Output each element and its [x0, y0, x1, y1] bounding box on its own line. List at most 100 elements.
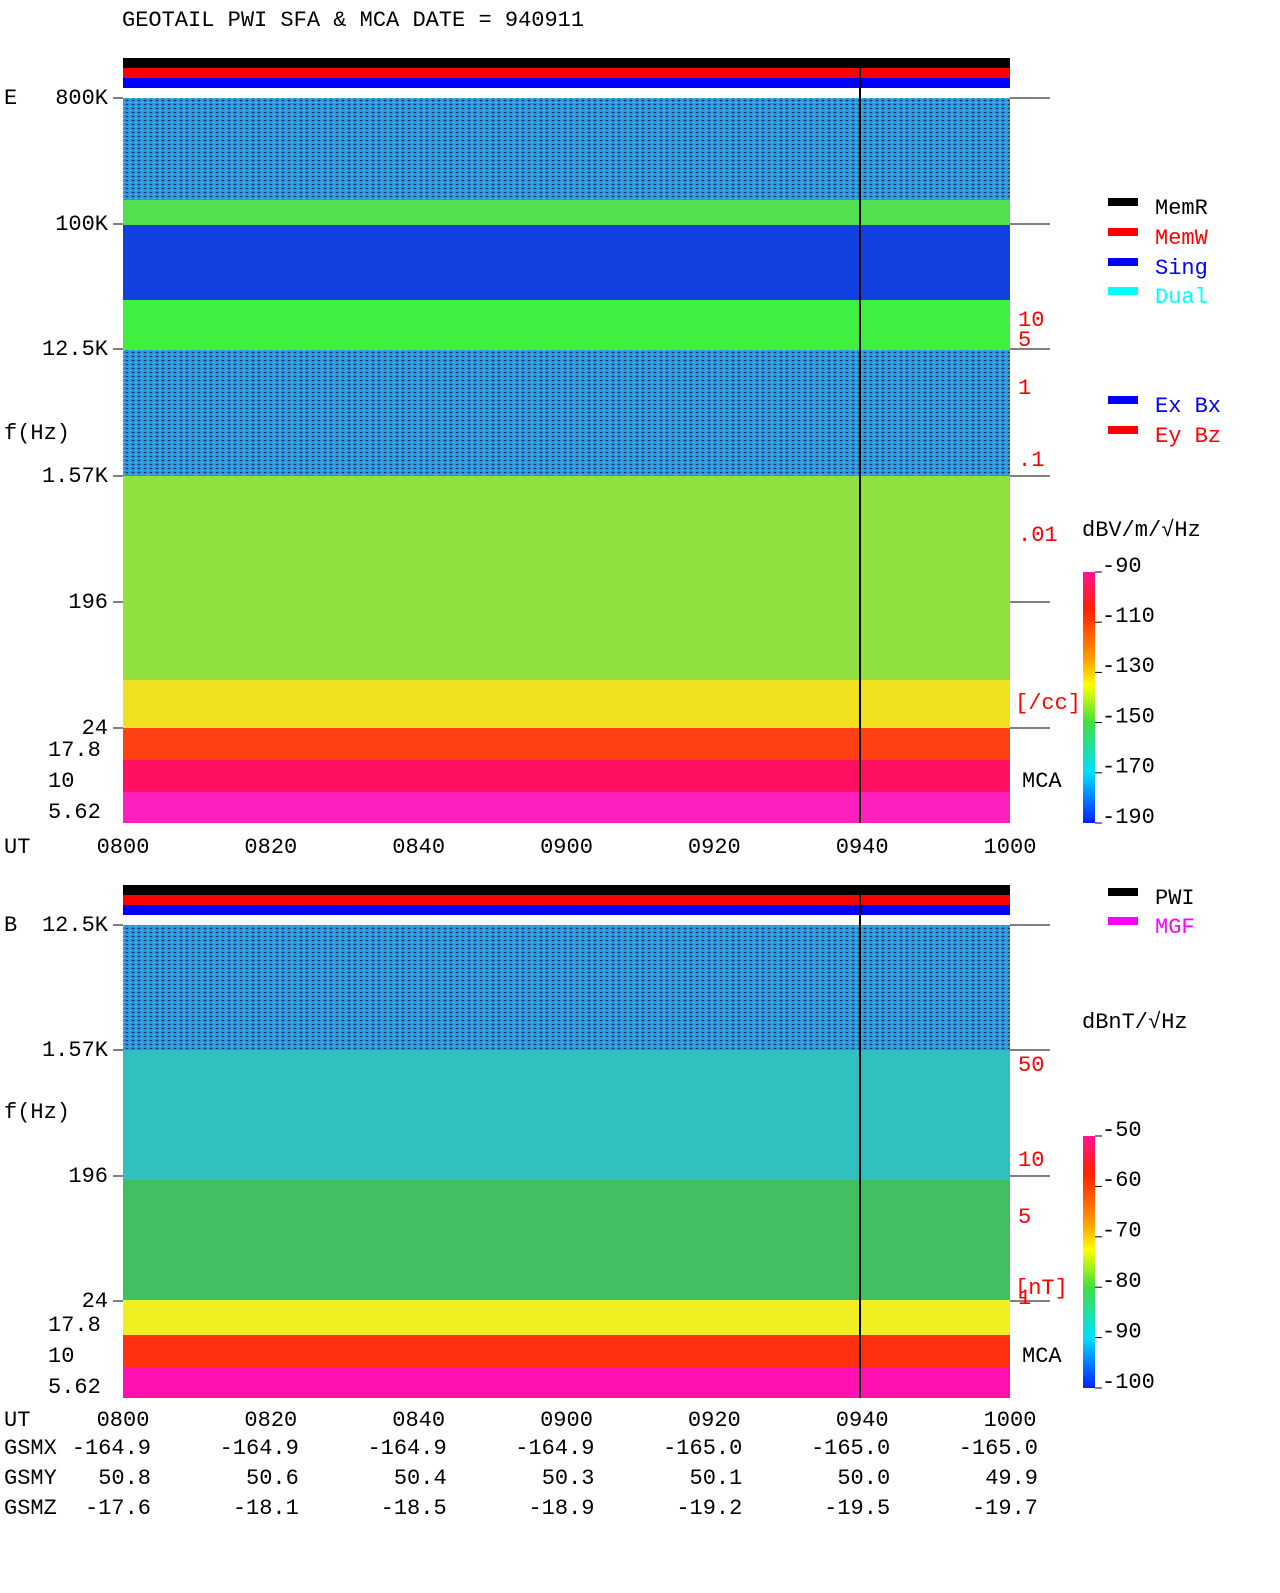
y-title: f(Hz) — [4, 1100, 70, 1125]
colorbar-title: dBnT/√Hz — [1082, 1010, 1188, 1035]
legend-label: MemR — [1155, 196, 1208, 221]
spectrogram-band — [123, 1180, 1010, 1300]
side-tick-label: 5 — [1018, 328, 1031, 353]
legend-swatch — [1108, 426, 1138, 434]
legend-label: MemW — [1155, 226, 1209, 251]
freq-tick-label: 1.57K — [42, 1038, 109, 1063]
time-tick-label: 0840 — [392, 1408, 445, 1433]
orbit-label: GSMZ — [4, 1496, 57, 1521]
legend-swatch — [1108, 396, 1138, 404]
legend-label: MGF — [1155, 915, 1195, 940]
time-tick-label: 0920 — [688, 835, 741, 860]
orbit-value: 49.9 — [985, 1466, 1038, 1491]
legend-label: Sing — [1155, 256, 1208, 281]
time-tick-label: 1000 — [984, 835, 1037, 860]
mca-tick-label: 17.8 — [48, 1313, 101, 1338]
spectrogram-band — [123, 792, 1010, 823]
status-bar — [123, 895, 1010, 905]
freq-tick-label: 12.5K — [42, 913, 109, 938]
side-tick-label: 10 — [1018, 1148, 1044, 1173]
time-axis-label: UT — [4, 835, 30, 860]
colorbar-tick-label: -100 — [1102, 1370, 1155, 1395]
mca-tick-label: 17.8 — [48, 738, 101, 763]
orbit-value: -18.9 — [528, 1496, 594, 1521]
spectrogram-band — [123, 200, 1010, 225]
colorbar-tick-label: -170 — [1102, 755, 1155, 780]
side-tick-label: 10 — [1018, 308, 1044, 333]
status-bar — [123, 68, 1010, 78]
status-bar — [123, 58, 1010, 68]
freq-tick-label: 24 — [82, 716, 108, 741]
legend-label: Ey Bz — [1155, 424, 1221, 449]
time-tick-label: 0900 — [540, 1408, 593, 1433]
orbit-value: -165.0 — [663, 1436, 742, 1461]
colorbar — [1083, 1136, 1095, 1388]
orbit-value: -17.6 — [85, 1496, 151, 1521]
orbit-value: 50.6 — [246, 1466, 299, 1491]
colorbar-tick-label: -50 — [1102, 1118, 1142, 1143]
mca-label: MCA — [1022, 1344, 1062, 1369]
spectrogram-band — [123, 476, 1010, 680]
time-tick-label: 1000 — [984, 1408, 1037, 1433]
side-tick-label: .1 — [1018, 448, 1044, 473]
orbit-value: 50.0 — [837, 1466, 890, 1491]
freq-tick-label: 800K — [55, 86, 109, 111]
colorbar-tick-label: -70 — [1102, 1219, 1142, 1244]
side-tick-label: 5 — [1018, 1205, 1031, 1230]
freq-tick-label: 100K — [55, 212, 109, 237]
time-axis-label: UT — [4, 1408, 30, 1433]
legend-label: PWI — [1155, 886, 1195, 911]
orbit-value: -164.9 — [515, 1436, 594, 1461]
colorbar-tick-label: -150 — [1102, 704, 1155, 729]
orbit-value: 50.8 — [98, 1466, 151, 1491]
spectrogram-band — [123, 1367, 1010, 1398]
mca-tick-label: 10 — [48, 769, 74, 794]
time-tick-label: 0940 — [836, 1408, 889, 1433]
orbit-value: 50.4 — [394, 1466, 447, 1491]
legend-swatch — [1108, 258, 1138, 266]
spectrogram-band — [123, 1300, 1010, 1335]
colorbar-tick-label: -190 — [1102, 805, 1155, 830]
mca-tick-label: 10 — [48, 1344, 74, 1369]
legend-label: Dual — [1155, 285, 1208, 310]
legend-swatch — [1108, 287, 1138, 295]
orbit-value: -164.9 — [367, 1436, 446, 1461]
colorbar-tick-label: -60 — [1102, 1168, 1142, 1193]
orbit-label: GSMY — [4, 1466, 57, 1491]
status-bar — [123, 78, 1010, 88]
orbit-value: -165.0 — [959, 1436, 1038, 1461]
colorbar — [1083, 572, 1095, 823]
time-tick-label: 0940 — [836, 835, 889, 860]
orbit-value: -165.0 — [811, 1436, 890, 1461]
panel-label: B — [4, 913, 17, 938]
legend-swatch — [1108, 888, 1138, 896]
mca-tick-label: 5.62 — [48, 1375, 101, 1400]
side-unit: [nT] — [1015, 1276, 1068, 1301]
side-unit: [/cc] — [1015, 691, 1081, 716]
orbit-value: -164.9 — [72, 1436, 151, 1461]
colorbar-tick-label: -90 — [1102, 1319, 1142, 1344]
mca-tick-label: 5.62 — [48, 800, 101, 825]
spectrogram-band — [123, 1335, 1010, 1367]
time-tick-label: 0900 — [540, 835, 593, 860]
orbit-value: -19.2 — [676, 1496, 742, 1521]
spectrogram-band — [123, 225, 1010, 300]
spectrogram-band — [123, 728, 1010, 760]
time-tick-label: 0820 — [244, 1408, 297, 1433]
panel-label: E — [4, 86, 17, 111]
freq-tick-label: 1.57K — [42, 464, 109, 489]
legend-swatch — [1108, 228, 1138, 236]
orbit-label: GSMX — [4, 1436, 57, 1461]
spectrogram-band — [123, 680, 1010, 728]
spectrogram-band — [123, 350, 1010, 476]
title: GEOTAIL PWI SFA & MCA DATE = 940911 — [122, 8, 584, 33]
colorbar-tick-label: -130 — [1102, 654, 1155, 679]
freq-tick-label: 12.5K — [42, 337, 109, 362]
time-tick-label: 0920 — [688, 1408, 741, 1433]
colorbar-title: dBV/m/√Hz — [1082, 518, 1201, 543]
time-tick-label: 0840 — [392, 835, 445, 860]
colorbar-tick-label: -90 — [1102, 554, 1142, 579]
spectrogram-band — [123, 300, 1010, 350]
y-title: f(Hz) — [4, 421, 70, 446]
